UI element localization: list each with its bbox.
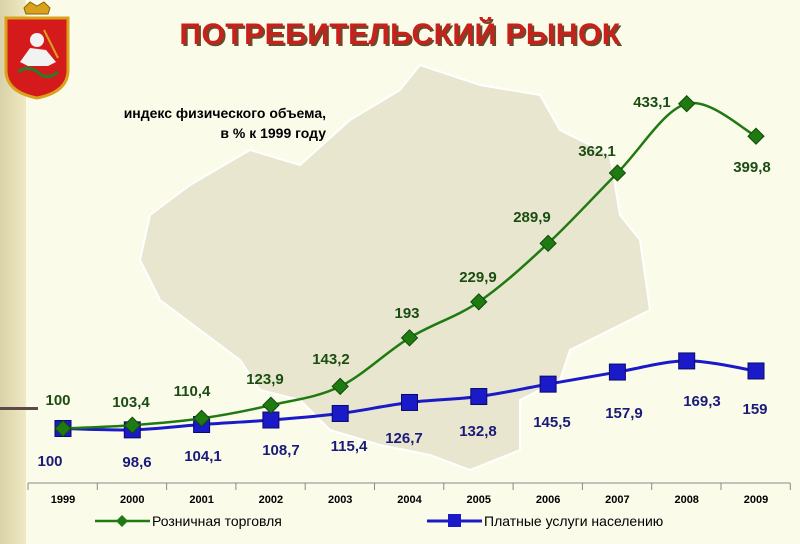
legend-services-marker [448,514,461,527]
services-point [747,362,765,380]
services-data-label: 126,7 [385,430,423,447]
retail-data-label: 229,9 [459,269,497,286]
x-axis: 1999 2000 2001 2002 2003 2004 2005 2006 2007 2008… [27,482,791,506]
page-title: ПОТРЕБИТЕЛЬСКИЙ РЫНОК [179,18,621,51]
services-data-label: 145,5 [533,414,571,431]
series-retail: 100 103,4 110,4 123,9 143,2 193 229,9 289,9 362,… [45,94,771,438]
x-tick-label: 2009 [744,494,768,506]
services-data-label: 104,1 [184,448,222,465]
retail-data-label: 433,1 [633,94,671,111]
retail-data-label: 110,4 [174,383,211,400]
retail-point [608,164,627,182]
services-data-label: 98,6 [122,454,151,471]
x-tick-label: 2008 [674,494,698,506]
retail-data-label: 123,9 [246,371,284,388]
chart-note-line1: индекс физического объема, [124,105,326,121]
services-point [470,388,488,406]
x-tick-label: 2001 [189,494,213,506]
retail-point [747,127,765,145]
x-tick-label: 1999 [51,494,75,506]
legend-services-label: Платные услуги населению [484,513,663,529]
legend-retail-marker [116,515,128,527]
retail-data-label: 399,8 [733,159,771,176]
retail-point [539,234,557,253]
retail-point [331,377,349,396]
services-point [539,375,557,393]
services-data-label: 157,9 [605,405,643,422]
x-tick-label: 2000 [120,494,144,506]
x-tick-label: 2005 [467,494,491,506]
left-decor-rule [0,407,38,410]
x-tick-label: 2006 [536,494,560,506]
retail-data-label: 103,4 [112,394,150,411]
chart-note-line2: в % к 1999 году [220,125,326,141]
retail-data-label: 362,1 [578,143,616,160]
x-tick-label: 2002 [259,494,283,506]
retail-point [400,329,419,347]
services-data-label: 108,7 [262,442,300,459]
x-tick-label: 2007 [605,494,629,506]
services-point [608,363,626,381]
services-point [401,393,418,411]
services-point [262,411,280,429]
services-data-label: 132,8 [459,423,497,440]
retail-data-label: 193 [394,305,419,322]
legend-retail-label: Розничная торговля [152,513,282,529]
retail-data-label: 143,2 [312,351,350,368]
services-data-label: 169,3 [683,393,721,410]
retail-data-label: 100 [45,392,70,409]
retail-data-label: 289,9 [513,209,551,226]
services-point [678,352,696,370]
retail-point [192,409,211,428]
retail-point [54,419,72,438]
retail-line [62,101,757,430]
x-tick-label: 2003 [328,494,352,506]
retail-point [470,293,488,311]
retail-point [677,95,696,113]
x-tick-label: 2004 [397,494,422,506]
services-point [331,404,349,422]
services-data-label: 115,4 [331,438,368,455]
region-map-background [138,63,652,472]
retail-point [262,396,280,414]
retail-point [123,416,142,434]
moscow-oblast-coat-of-arms-icon [4,1,70,100]
services-data-label: 100 [37,453,62,470]
legend: Розничная торговля Платные услуги населен… [95,513,663,529]
services-data-label: 159 [742,401,767,418]
